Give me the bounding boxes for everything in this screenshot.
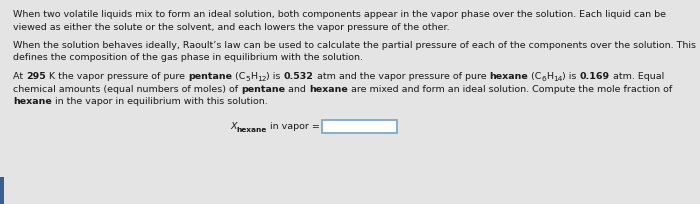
Text: chemical amounts (equal numbers of moles) of: chemical amounts (equal numbers of moles… <box>13 84 241 93</box>
Text: X: X <box>230 122 237 131</box>
Text: (C: (C <box>232 72 245 81</box>
Text: (C: (C <box>528 72 541 81</box>
Text: defines the composition of the gas phase in equilibrium with the solution.: defines the composition of the gas phase… <box>13 53 363 62</box>
Text: H: H <box>250 72 257 81</box>
Text: viewed as either the solute or the solvent, and each lowers the vapor pressure o: viewed as either the solute or the solve… <box>13 22 449 31</box>
Text: 12: 12 <box>257 76 267 82</box>
Bar <box>0 177 4 204</box>
Text: hexane: hexane <box>489 72 528 81</box>
Text: 14: 14 <box>553 76 562 82</box>
Text: pentane: pentane <box>241 84 285 93</box>
Text: and: and <box>285 84 309 93</box>
Text: When two volatile liquids mix to form an ideal solution, both components appear : When two volatile liquids mix to form an… <box>13 10 666 19</box>
Text: K the vapor pressure of pure: K the vapor pressure of pure <box>46 72 188 81</box>
Text: pentane: pentane <box>188 72 232 81</box>
Text: hexane: hexane <box>13 97 52 106</box>
Text: in vapor =: in vapor = <box>267 122 320 131</box>
Text: atm and the vapor pressure of pure: atm and the vapor pressure of pure <box>314 72 489 81</box>
Text: When the solution behaves ideally, Raoult’s law can be used to calculate the par: When the solution behaves ideally, Raoul… <box>13 41 696 50</box>
Text: 5: 5 <box>245 76 250 82</box>
Text: ) is: ) is <box>267 72 284 81</box>
Text: hexane: hexane <box>309 84 348 93</box>
Text: 0.532: 0.532 <box>284 72 314 81</box>
Text: 295: 295 <box>26 72 46 81</box>
Text: H: H <box>546 72 553 81</box>
Text: 0.169: 0.169 <box>580 72 610 81</box>
Text: atm. Equal: atm. Equal <box>610 72 664 81</box>
Bar <box>321 120 397 133</box>
Text: in the vapor in equilibrium with this solution.: in the vapor in equilibrium with this so… <box>52 97 267 106</box>
Text: 6: 6 <box>541 76 546 82</box>
Text: hexane: hexane <box>237 127 267 133</box>
Text: ) is: ) is <box>562 72 580 81</box>
Text: are mixed and form an ideal solution. Compute the mole fraction of: are mixed and form an ideal solution. Co… <box>348 84 672 93</box>
Text: At: At <box>13 72 26 81</box>
